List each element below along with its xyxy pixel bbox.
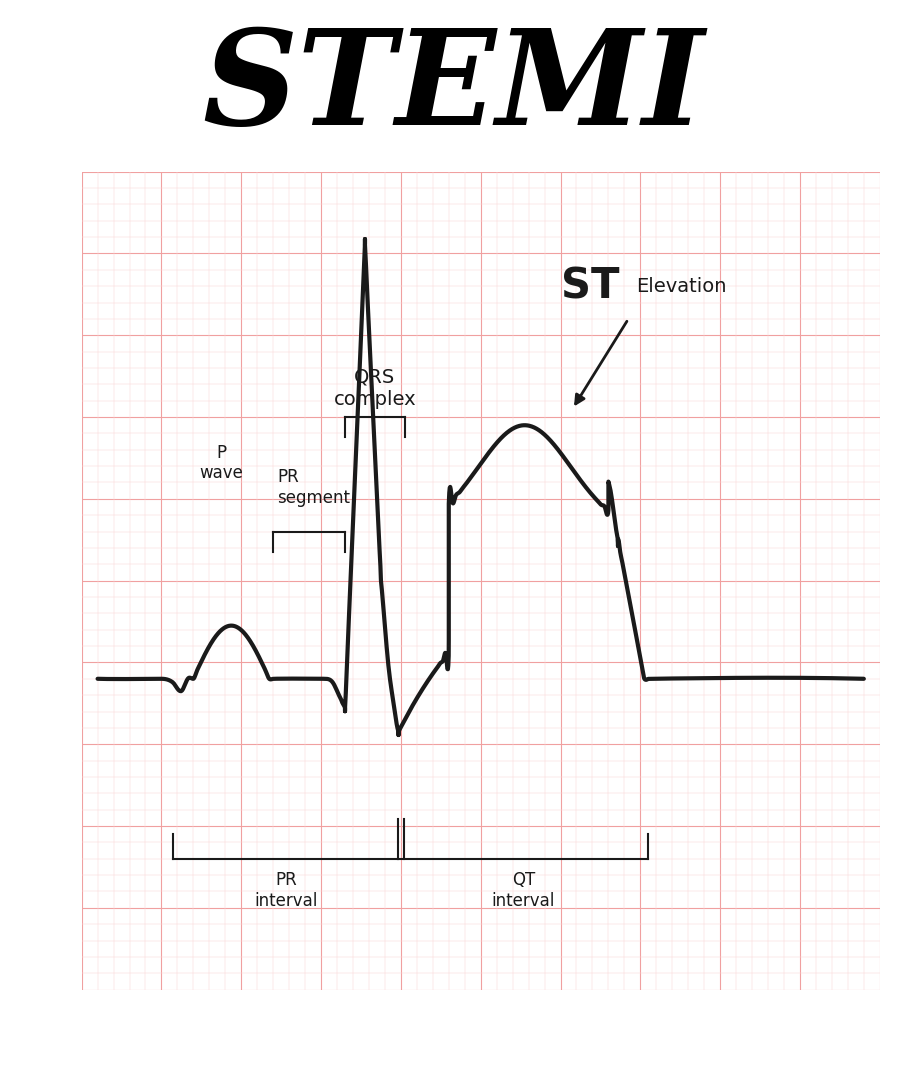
- Text: P
wave: P wave: [200, 444, 243, 483]
- Text: VectorStock®: VectorStock®: [27, 1035, 172, 1055]
- Text: PR
interval: PR interval: [254, 870, 317, 909]
- Text: QRS
complex: QRS complex: [334, 368, 416, 409]
- Text: PR
segment: PR segment: [278, 469, 350, 507]
- Text: STEMI: STEMI: [202, 25, 705, 153]
- Text: ST: ST: [561, 266, 619, 307]
- Text: QT
interval: QT interval: [492, 870, 555, 909]
- Text: VectorStock.com/18615342: VectorStock.com/18615342: [591, 1035, 880, 1055]
- Text: Elevation: Elevation: [637, 276, 727, 296]
